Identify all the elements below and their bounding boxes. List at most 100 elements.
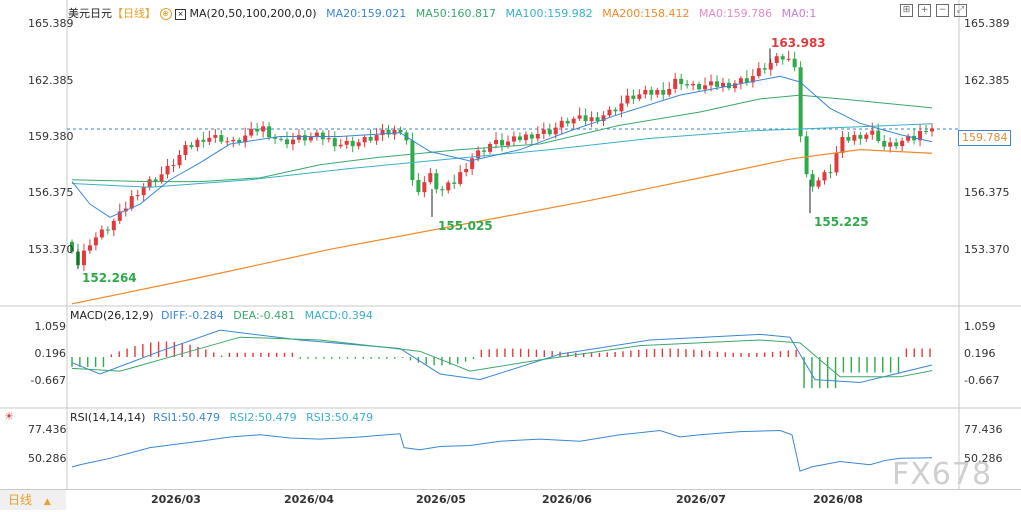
candle-up xyxy=(768,62,773,70)
dea-value: DEA:-0.481 xyxy=(233,309,296,322)
zoom-out-icon[interactable]: − xyxy=(936,4,949,17)
date-tick: 2026/08 xyxy=(813,493,863,506)
zoom-in-icon[interactable]: + xyxy=(918,4,931,17)
candle-up xyxy=(523,134,528,141)
candle-up xyxy=(494,140,499,145)
candle-down xyxy=(762,68,767,70)
date-tick: 2026/06 xyxy=(542,493,592,506)
candle-up xyxy=(249,128,254,136)
candle-up xyxy=(750,76,755,83)
macd-header: MACD(26,12,9) DIFF:-0.284 DEA:-0.481 MAC… xyxy=(70,309,373,322)
candle-down xyxy=(894,142,899,147)
candle-up xyxy=(918,130,923,141)
candle-up xyxy=(709,81,714,86)
candle-up xyxy=(774,56,779,63)
candle-up xyxy=(667,88,672,95)
candle-down xyxy=(500,140,504,146)
candle-down xyxy=(410,140,415,181)
date-tick: 2026/05 xyxy=(416,493,466,506)
date-axis xyxy=(0,489,1021,511)
candle-up xyxy=(655,90,660,95)
macd-tick-right: 0.196 xyxy=(964,347,996,360)
period-tab-label: 日线 xyxy=(8,493,33,507)
candle-down xyxy=(201,139,206,142)
candle-up xyxy=(541,129,546,134)
date-tick: 2026/07 xyxy=(676,493,726,506)
candle-down xyxy=(320,132,325,140)
candle-up xyxy=(296,135,301,140)
candle-up xyxy=(380,129,385,136)
rsi-label: RSI(14,14,14) xyxy=(70,411,146,424)
price-tick-left: 153.370 xyxy=(28,243,74,256)
candle-up xyxy=(147,179,152,188)
candle-up xyxy=(261,126,266,132)
candle-up xyxy=(589,117,594,122)
candle-down xyxy=(882,141,887,147)
candle-down xyxy=(350,140,355,147)
candle-up xyxy=(129,196,134,209)
candle-up xyxy=(93,237,98,246)
ma0-value: MA0:159.786 xyxy=(698,7,773,20)
candle-up xyxy=(505,141,510,146)
candle-up xyxy=(607,109,612,116)
candle-down xyxy=(398,129,403,133)
candle-up xyxy=(117,211,122,221)
candle-up xyxy=(732,83,737,89)
candle-up xyxy=(171,165,176,167)
sun-icon[interactable]: ☀ xyxy=(4,410,14,423)
price-tick-right: 153.370 xyxy=(964,243,1010,256)
rsi-tick-left: 77.436 xyxy=(28,423,67,436)
period-tab[interactable]: 日线 ▲ xyxy=(0,490,66,510)
ma20-line xyxy=(71,75,933,218)
rsi-tick-right: 50.286 xyxy=(964,452,1003,465)
symbol-label: 美元日元 xyxy=(68,7,112,20)
date-tick: 2026/03 xyxy=(151,493,201,506)
indicator-box-icon[interactable]: × xyxy=(175,8,186,20)
candle-up xyxy=(870,130,875,135)
macd-value: MACD:0.394 xyxy=(304,309,373,322)
ma20-value: MA20:159.021 xyxy=(326,7,407,20)
candle-down xyxy=(332,138,337,147)
candle-up xyxy=(87,245,92,251)
candle-down xyxy=(828,172,833,174)
candle-up xyxy=(356,142,361,147)
candle-up xyxy=(643,89,648,95)
candle-down xyxy=(285,139,289,145)
candle-down xyxy=(876,130,881,142)
candle-up xyxy=(738,78,743,84)
rsi-tick-right: 77.436 xyxy=(964,423,1003,436)
candle-up xyxy=(619,103,624,112)
candle-down xyxy=(924,130,929,132)
candle-down xyxy=(649,89,654,95)
candle-up xyxy=(111,220,116,231)
price-tick-left: 156.375 xyxy=(28,186,74,199)
ma0-second-value: MA0:1 xyxy=(781,7,817,20)
price-tick-right: 165.389 xyxy=(964,17,1010,30)
grid-icon[interactable]: ⊞ xyxy=(900,4,913,17)
candle-down xyxy=(810,174,815,187)
candle-up xyxy=(225,141,230,143)
rsi-tick-left: 50.286 xyxy=(28,452,67,465)
period-label[interactable]: 【日线】 xyxy=(112,7,156,20)
settings-icon[interactable]: ⊕ xyxy=(159,8,172,20)
candle-up xyxy=(207,137,212,142)
fullscreen-icon[interactable]: ⤢ xyxy=(954,4,967,17)
candle-down xyxy=(744,78,749,83)
ma50-value: MA50:160.817 xyxy=(415,7,497,20)
candle-down xyxy=(595,117,600,121)
candle-down xyxy=(697,83,702,90)
candle-up xyxy=(637,94,642,99)
high-annotation: 163.983 xyxy=(771,36,826,50)
price-tick-right: 156.375 xyxy=(964,186,1010,199)
candle-down xyxy=(434,173,439,190)
candle-up xyxy=(213,135,218,138)
candle-up xyxy=(422,182,427,193)
candle-up xyxy=(601,115,606,121)
candle-up xyxy=(900,140,905,147)
candle-up xyxy=(756,68,761,77)
diff-line xyxy=(71,329,933,383)
candle-up xyxy=(446,182,451,191)
diff-value: DIFF:-0.284 xyxy=(161,309,224,322)
candle-up xyxy=(231,139,236,142)
